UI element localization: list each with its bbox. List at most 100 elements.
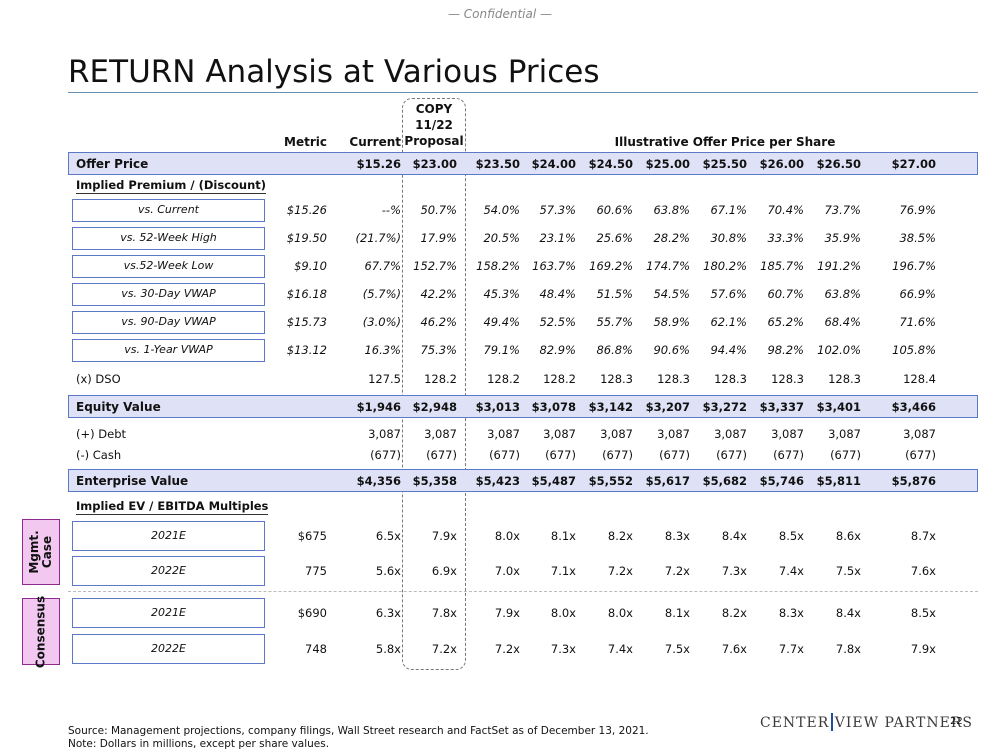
premium-row-value: 38.5% [899, 231, 936, 245]
ev-row-value: 7.6x [910, 564, 936, 578]
proposal-label: Proposal [404, 134, 464, 148]
ev-row-value: 7.8x [431, 606, 457, 620]
ev-row-value: 5.8x [375, 642, 401, 656]
premium-row-value: 191.2% [817, 259, 861, 273]
premium-row-label-box: vs. 30-Day VWAP [72, 283, 265, 306]
dso-value-9: 128.4 [903, 372, 936, 386]
premium-row-metric: $15.26 [286, 203, 327, 217]
premium-row-value: 174.7% [646, 259, 690, 273]
premium-row-value: 180.2% [703, 259, 747, 273]
ev-row-value: 8.5x [778, 529, 804, 543]
ev-row-value: 6.3x [375, 606, 401, 620]
ev-row-value: 7.3x [721, 564, 747, 578]
dso-value-0: 127.5 [368, 372, 401, 386]
enterprise-value-value-7: $5,746 [759, 474, 804, 488]
equity-value-label: Equity Value [76, 400, 161, 414]
enterprise-value-value-4: $5,552 [588, 474, 633, 488]
premium-row-value: 73.7% [824, 203, 861, 217]
enterprise-value-value-9: $5,876 [891, 474, 936, 488]
equity-value-value-8: $3,401 [816, 400, 861, 414]
ev-section-title: Implied EV / EBITDA Multiples [76, 499, 269, 515]
premium-row-value: 16.3% [364, 343, 401, 357]
ev-row-value: 7.4x [778, 564, 804, 578]
premium-row-label-box: vs.52-Week Low [72, 255, 265, 278]
premium-row-value: (3.0%) [362, 315, 401, 329]
offer-price-value-6: $25.50 [702, 157, 747, 171]
premium-row-value: 98.2% [767, 343, 804, 357]
premium-row-metric: $15.73 [286, 315, 327, 329]
cash-value-7: (677) [773, 448, 804, 462]
premium-row-value: 169.2% [589, 259, 633, 273]
debt-value-7: 3,087 [771, 427, 804, 441]
logo-text-left: CENTER [760, 715, 830, 731]
premium-row-value: 58.9% [653, 315, 690, 329]
dso-value-4: 128.3 [600, 372, 633, 386]
ev-row-value: 8.1x [664, 606, 690, 620]
premium-row-value: 105.8% [892, 343, 936, 357]
ev-row-value: 7.9x [494, 606, 520, 620]
offer-price-value-2: $23.50 [475, 157, 520, 171]
cash-value-0: (677) [370, 448, 401, 462]
premium-row-value: 66.9% [899, 287, 936, 301]
ev-row-value: 7.2x [664, 564, 690, 578]
debt-value-8: 3,087 [828, 427, 861, 441]
premium-row-value: 75.3% [420, 343, 457, 357]
ev-row-value: 7.1x [550, 564, 576, 578]
premium-row-value: 196.7% [892, 259, 936, 273]
enterprise-value-value-3: $5,487 [531, 474, 576, 488]
dso-value-7: 128.3 [771, 372, 804, 386]
premium-row-value: 67.1% [710, 203, 747, 217]
premium-row-value: 163.7% [532, 259, 576, 273]
ev-row-metric: $675 [297, 529, 327, 543]
consensus-label: Consensus [33, 595, 48, 668]
premium-row-metric: $9.10 [294, 259, 327, 273]
premium-row-value: 82.9% [539, 343, 576, 357]
premium-row-value: 102.0% [817, 343, 861, 357]
offer-price-value-4: $24.50 [588, 157, 633, 171]
page-title: RETURN Analysis at Various Prices [68, 54, 600, 90]
mgmt-case-tag: Mgmt. Case [22, 519, 60, 585]
cash-value-3: (677) [545, 448, 576, 462]
mgmt-case-label: Mgmt. Case [27, 530, 54, 574]
dso-value-8: 128.3 [828, 372, 861, 386]
premium-row-value: 23.1% [539, 231, 576, 245]
debt-value-5: 3,087 [657, 427, 690, 441]
premium-row-value: 54.0% [483, 203, 520, 217]
confidential-label: — Confidential — [447, 7, 553, 21]
offer-price-value-3: $24.00 [531, 157, 576, 171]
dso-value-1: 128.2 [424, 372, 457, 386]
premium-row-value: 158.2% [476, 259, 520, 273]
ev-row-value: 8.4x [835, 606, 861, 620]
offer-price-row [68, 152, 978, 175]
equity-value-value-4: $3,142 [588, 400, 633, 414]
enterprise-value-value-5: $5,617 [645, 474, 690, 488]
ev-row-value: 7.6x [721, 642, 747, 656]
logo-text-right: VIEW PARTNERS [834, 715, 973, 731]
ev-row-value: 7.2x [607, 564, 633, 578]
ev-row-label-box: 2021E [72, 521, 265, 551]
premium-row-label-box: vs. 90-Day VWAP [72, 311, 265, 334]
enterprise-value-row [68, 469, 978, 492]
premium-row-value: 86.8% [596, 343, 633, 357]
ev-row-value: 6.9x [431, 564, 457, 578]
ev-row-value: 7.9x [431, 529, 457, 543]
premium-row-value: 54.5% [653, 287, 690, 301]
premium-row-value: 76.9% [899, 203, 936, 217]
premium-row-value: 62.1% [710, 315, 747, 329]
premium-row-value: 70.4% [767, 203, 804, 217]
premium-row-value: 67.7% [364, 259, 401, 273]
ev-row-value: 7.9x [910, 642, 936, 656]
premium-row-value: 71.6% [899, 315, 936, 329]
ev-row-value: 7.5x [835, 564, 861, 578]
enterprise-value-value-0: $4,356 [356, 474, 401, 488]
debt-value-6: 3,087 [714, 427, 747, 441]
premium-row-value: 68.4% [824, 315, 861, 329]
premium-row-value: 45.3% [483, 287, 520, 301]
ev-row-value: 8.0x [550, 606, 576, 620]
premium-row-value: --% [381, 203, 401, 217]
enterprise-value-value-8: $5,811 [816, 474, 861, 488]
premium-row-value: 52.5% [539, 315, 576, 329]
cash-value-9: (677) [905, 448, 936, 462]
premium-row-value: 25.6% [596, 231, 633, 245]
premium-row-value: 60.7% [767, 287, 804, 301]
